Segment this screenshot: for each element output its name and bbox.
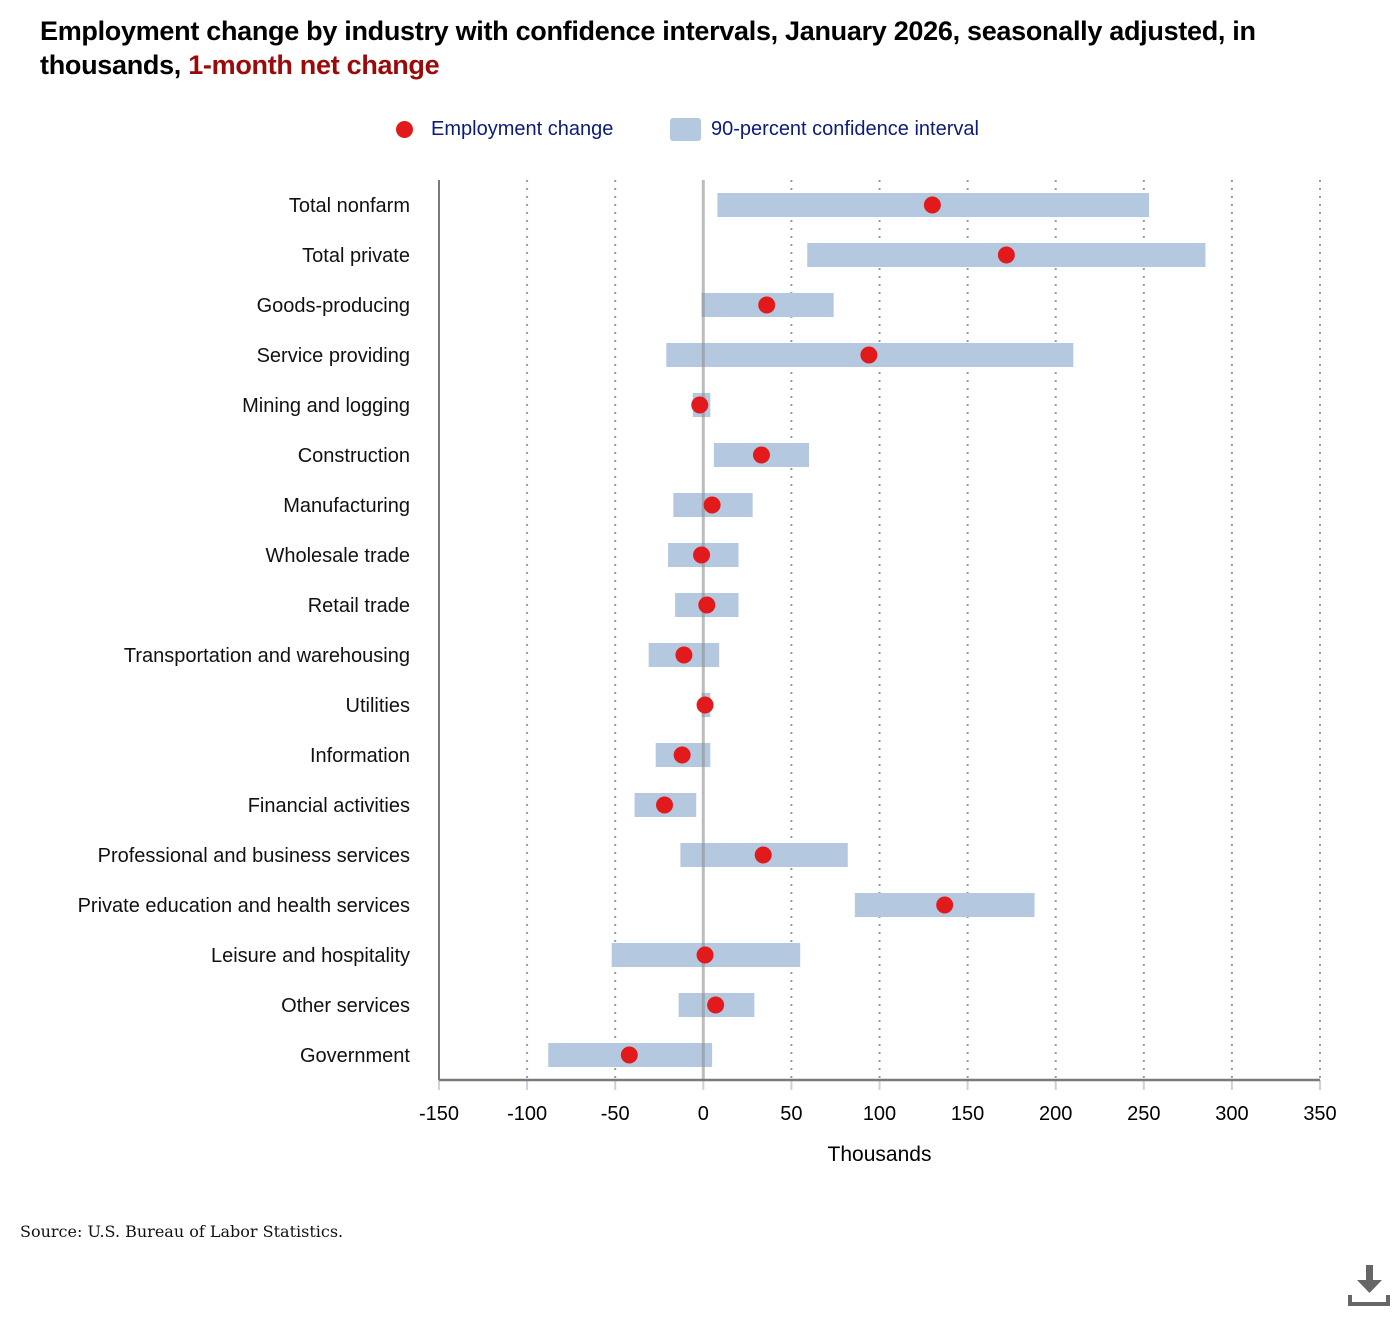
gridlines bbox=[526, 180, 1321, 1080]
employment-change-point bbox=[707, 996, 725, 1014]
category-label: Construction bbox=[298, 445, 410, 467]
employment-change-points bbox=[620, 196, 1015, 1064]
employment-change-point bbox=[696, 696, 714, 714]
category-label: Financial activities bbox=[248, 795, 410, 817]
chart-plot: Total nonfarm Total private Goods-producin… bbox=[78, 180, 1337, 1166]
category-label: Wholesale trade bbox=[265, 545, 410, 567]
x-tick-label: -50 bbox=[601, 1103, 630, 1125]
employment-change-point bbox=[675, 646, 693, 664]
legend-label-confidence-interval: 90-percent confidence interval bbox=[711, 118, 979, 140]
x-tick-label: -150 bbox=[419, 1103, 459, 1125]
download-icon bbox=[1348, 1265, 1390, 1306]
x-tick-label: 50 bbox=[780, 1103, 802, 1125]
category-label: Private education and health services bbox=[78, 895, 410, 917]
category-label: Total private bbox=[302, 245, 410, 267]
chart-title-highlight: 1-month net change bbox=[188, 50, 440, 80]
source-note: Source: U.S. Bureau of Labor Statistics. bbox=[20, 1222, 344, 1241]
x-axis-title: Thousands bbox=[828, 1143, 932, 1166]
chart-title: Employment change by industry with confi… bbox=[40, 14, 1320, 82]
employment-change-point bbox=[703, 496, 721, 514]
category-label: Total nonfarm bbox=[289, 195, 410, 217]
employment-change-point bbox=[923, 196, 941, 214]
category-label: Government bbox=[300, 1045, 410, 1067]
legend-box-icon bbox=[670, 118, 701, 141]
employment-change-point bbox=[693, 546, 711, 564]
employment-change-point bbox=[754, 846, 772, 864]
category-label: Other services bbox=[281, 995, 410, 1017]
employment-change-point bbox=[620, 1046, 638, 1064]
legend-item-confidence-interval[interactable]: 90-percent confidence interval bbox=[670, 118, 979, 141]
employment-change-point bbox=[698, 596, 716, 614]
category-label: Service providing bbox=[257, 345, 410, 367]
axes bbox=[438, 180, 1321, 1090]
category-label: Goods-producing bbox=[257, 295, 410, 317]
employment-change-point bbox=[752, 446, 770, 464]
employment-change-point bbox=[997, 246, 1015, 264]
employment-change-point bbox=[758, 296, 776, 314]
chart-title-main: Employment change by industry with confi… bbox=[40, 16, 1256, 80]
employment-change-point bbox=[691, 396, 709, 414]
legend: Employment change 90-percent confidence … bbox=[0, 118, 1400, 148]
category-labels: Total nonfarm Total private Goods-producin… bbox=[78, 195, 411, 1067]
x-tick-label: 200 bbox=[1039, 1103, 1072, 1125]
legend-item-employment-change[interactable]: Employment change bbox=[396, 118, 613, 141]
category-label: Mining and logging bbox=[242, 395, 410, 417]
employment-change-point bbox=[936, 896, 954, 914]
legend-label-employment-change: Employment change bbox=[431, 118, 614, 140]
download-button[interactable] bbox=[1347, 1263, 1391, 1307]
employment-change-point bbox=[656, 796, 674, 814]
x-tick-labels: -150 -100 -50 0 50 100 150 200 250 300 350 bbox=[419, 1103, 1337, 1125]
employment-change-point bbox=[696, 946, 714, 964]
x-tick-label: 350 bbox=[1303, 1103, 1336, 1125]
category-label: Information bbox=[310, 745, 410, 767]
category-label: Transportation and warehousing bbox=[124, 645, 410, 667]
x-tick-label: 250 bbox=[1127, 1103, 1160, 1125]
legend-dot-icon bbox=[396, 121, 413, 138]
x-tick-label: 100 bbox=[863, 1103, 896, 1125]
category-label: Retail trade bbox=[308, 595, 410, 617]
employment-change-point bbox=[673, 746, 691, 764]
x-tick-label: 300 bbox=[1215, 1103, 1248, 1125]
confidence-intervals bbox=[548, 193, 1206, 1067]
category-label: Manufacturing bbox=[283, 495, 410, 517]
x-tick-label: 0 bbox=[698, 1103, 709, 1125]
category-label: Utilities bbox=[346, 695, 410, 717]
x-tick-label: -100 bbox=[507, 1103, 547, 1125]
employment-change-point bbox=[860, 346, 878, 364]
category-label: Professional and business services bbox=[98, 845, 410, 867]
category-label: Leisure and hospitality bbox=[211, 945, 410, 967]
x-tick-label: 150 bbox=[951, 1103, 984, 1125]
